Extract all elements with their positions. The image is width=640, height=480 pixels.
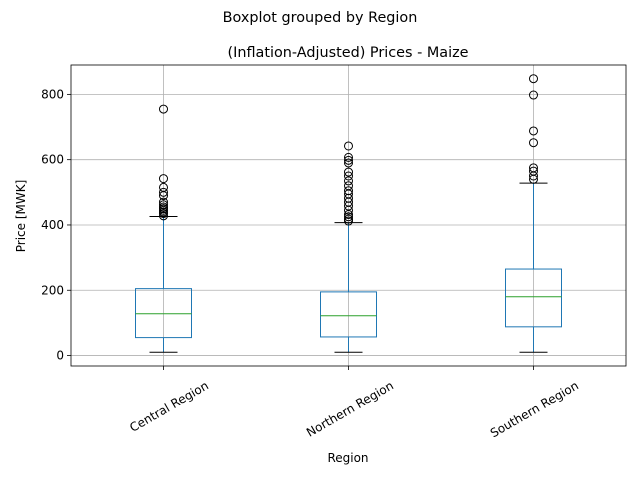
outlier-point — [344, 141, 353, 151]
outlier-point — [529, 74, 538, 84]
outlier-point — [344, 212, 353, 222]
outlier-point — [344, 152, 353, 162]
outlier-point — [159, 174, 168, 184]
outlier-point — [159, 209, 168, 219]
x-axis-label: Region — [327, 451, 368, 465]
y-tick-label: 0 — [56, 349, 64, 363]
x-tick-label: Southern Region — [488, 378, 581, 440]
x-tick-label: Northern Region — [304, 378, 396, 439]
outlier-point — [344, 155, 353, 165]
outlier-point — [159, 191, 168, 201]
box-series — [135, 74, 562, 353]
y-axis-label: Price [MWK] — [14, 180, 28, 253]
outlier-point — [529, 126, 538, 136]
outlier-point — [344, 158, 353, 168]
box-iqr — [135, 288, 192, 339]
y-tick-label: 600 — [41, 153, 64, 167]
box-group — [135, 104, 192, 353]
outlier-point — [529, 174, 538, 184]
x-tick-label: Central Region — [127, 378, 211, 434]
outlier-point — [529, 171, 538, 181]
y-tick-label: 800 — [41, 87, 64, 101]
box-group — [505, 74, 562, 353]
axes: 0 200 400 600 800 Central Region Northern Regi… — [41, 64, 627, 440]
y-tick-label: 200 — [41, 283, 64, 297]
outlier-point — [159, 104, 168, 114]
box-iqr — [505, 268, 562, 328]
outlier-point — [529, 90, 538, 100]
outlier-point — [159, 200, 168, 210]
outlier-point — [344, 216, 353, 226]
box-group — [320, 141, 377, 353]
outlier-point — [159, 211, 168, 221]
outlier-point — [159, 187, 168, 197]
chart-title: (Inflation-Adjusted) Prices - Maize — [227, 45, 468, 61]
y-tick-label: 400 — [41, 218, 64, 232]
chart-suptitle: Boxplot grouped by Region — [223, 10, 418, 26]
outlier-point — [344, 210, 353, 220]
outlier-point — [529, 138, 538, 148]
outlier-point — [344, 205, 353, 215]
outlier-point — [344, 171, 353, 181]
outlier-point — [344, 176, 353, 186]
box-iqr — [320, 291, 377, 338]
outlier-point — [344, 167, 353, 177]
